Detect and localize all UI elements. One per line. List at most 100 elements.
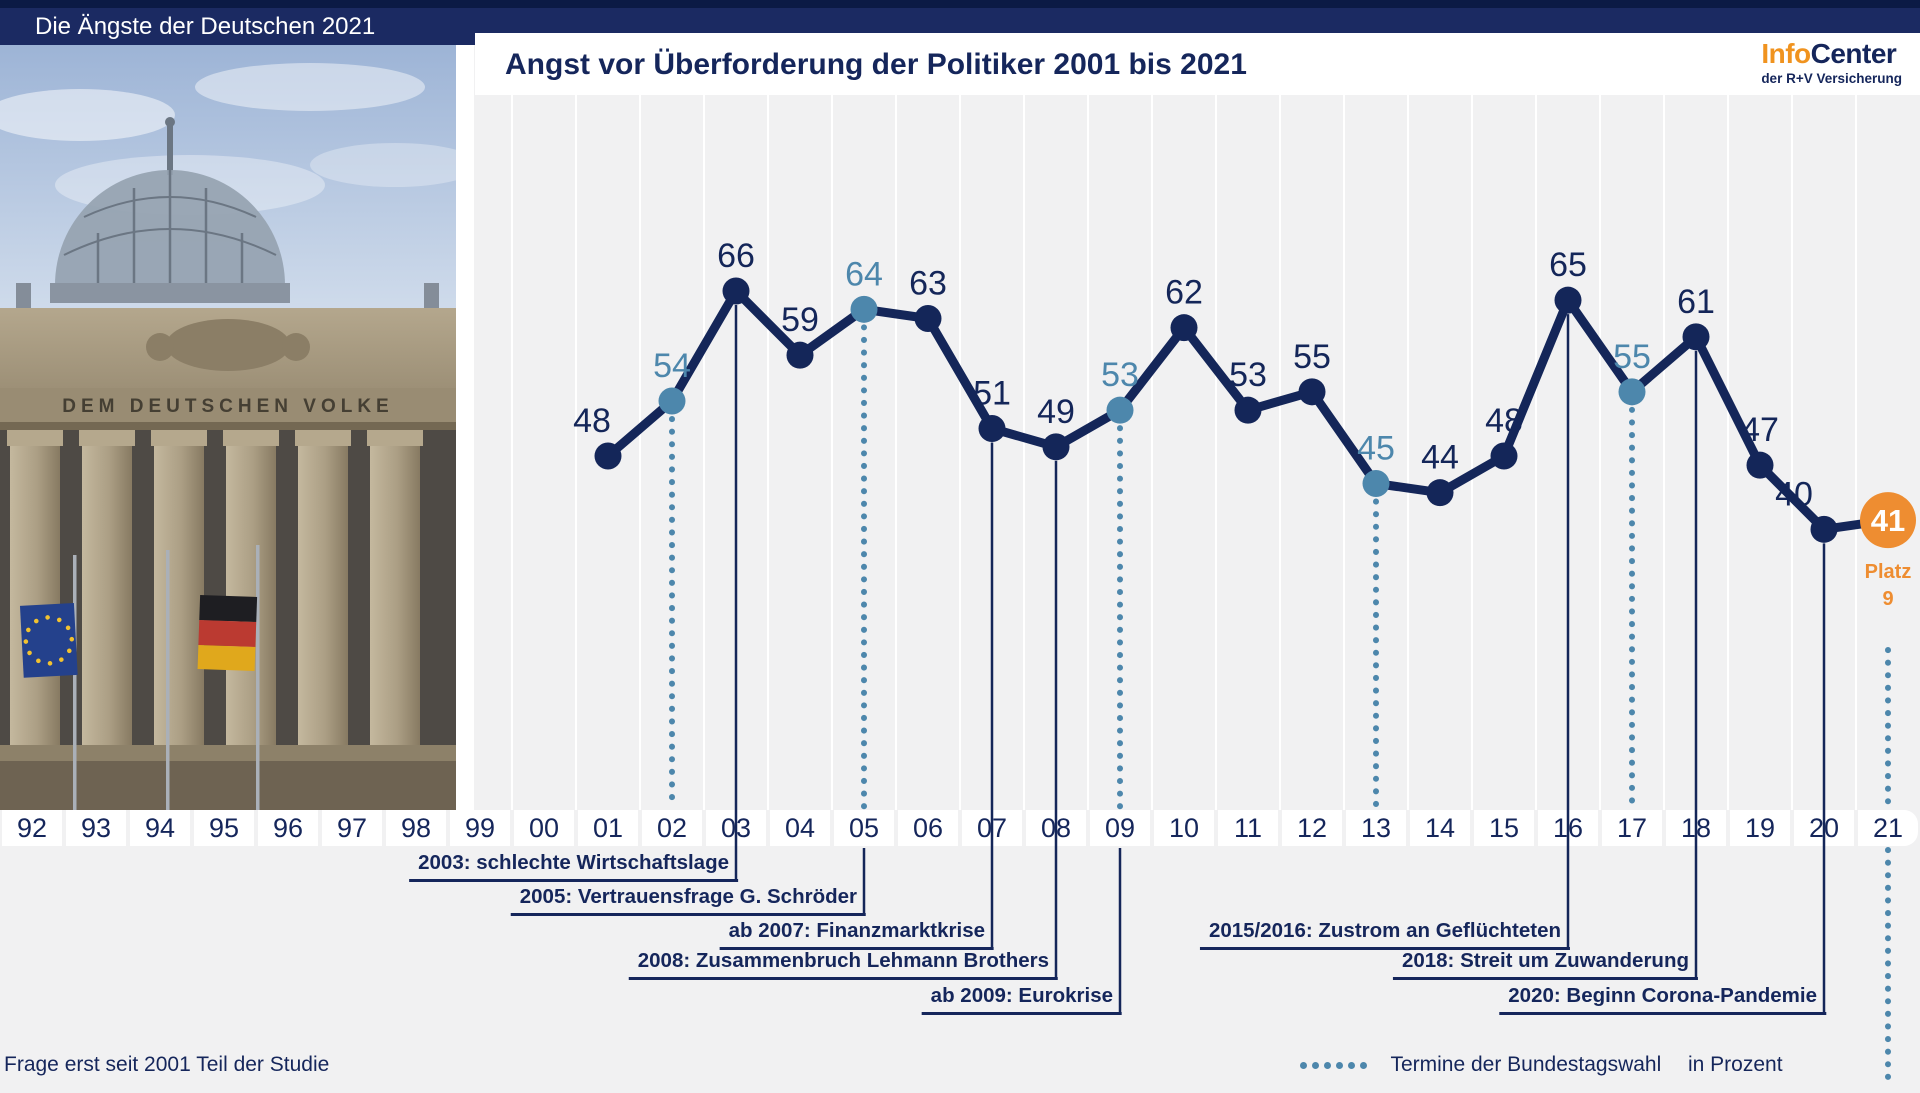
axis-year-label: 13 (1346, 810, 1406, 846)
data-point (1554, 286, 1582, 314)
value-label: 62 (1165, 274, 1203, 312)
value-labels: 48 54 66 59 64 63 51 49 53 62 53 55 45 44 48 65 55 61 47 40 (573, 237, 1813, 513)
flagpole (166, 550, 170, 810)
axis-year-label: 98 (386, 810, 446, 846)
value-label: 40 (1775, 475, 1813, 513)
value-label: 66 (717, 237, 755, 275)
columns (7, 430, 423, 746)
axis-year-label: 96 (258, 810, 318, 846)
x-axis: 92 93 94 95 96 97 98 99 00 01 02 03 04 05 06 07 08 09 10 11… (0, 810, 1920, 846)
dome-ribs (96, 170, 244, 285)
axis-year-label: 00 (514, 810, 574, 846)
annotation-label: 2020: Beginn Corona-Pandemie (1499, 984, 1826, 1015)
cloud (0, 89, 175, 141)
value-label: 54 (653, 347, 691, 385)
axis-year-label: 11 (1218, 810, 1278, 846)
cloud (310, 143, 456, 187)
data-point (1490, 442, 1518, 470)
rank-label: 9 (1882, 588, 1893, 610)
footnote: Frage erst seit 2001 Teil der Studie (4, 1053, 330, 1076)
axis-year-label: 14 (1410, 810, 1470, 846)
final-point-highlight: 41 Platz 9 (1860, 492, 1916, 610)
annotation-label: ab 2009: Eurokrise (921, 984, 1122, 1015)
data-point (658, 387, 686, 415)
axis-year-label: 01 (578, 810, 638, 846)
value-label: 65 (1549, 246, 1587, 284)
value-label: 47 (1741, 411, 1779, 449)
axis-year-label: 06 (898, 810, 958, 846)
axis-year-label: 19 (1730, 810, 1790, 846)
data-point (1042, 433, 1070, 461)
top-strip (0, 0, 1920, 8)
cloud (195, 63, 425, 111)
axis-year-label: 20 (1794, 810, 1854, 846)
annotation-label: 2015/2016: Zustrom an Geflüchteten (1199, 919, 1570, 950)
axis-year-label: 10 (1154, 810, 1214, 846)
data-point (1106, 396, 1134, 424)
data-line (603, 286, 1893, 534)
data-points (594, 277, 1838, 543)
final-value-label: 41 (1871, 503, 1905, 538)
annotation-label: 2018: Streit um Zuwanderung (1392, 949, 1698, 980)
axis-year-label: 04 (770, 810, 830, 846)
data-point (1682, 323, 1710, 351)
logo-part-center: Center (1810, 38, 1897, 69)
german-flag (197, 595, 258, 671)
data-point (978, 414, 1006, 442)
flagpole (73, 555, 77, 810)
data-point (1746, 451, 1774, 479)
axis-year-label: 93 (66, 810, 126, 846)
page-title: Angst vor Überforderung der Politiker 20… (505, 48, 1247, 81)
annotation-connectors (734, 304, 1826, 1014)
report-banner-title: Die Ängste der Deutschen 2021 (35, 13, 376, 40)
inscription-band (0, 388, 456, 422)
rank-label: Platz (1865, 561, 1912, 583)
value-label: 55 (1293, 338, 1331, 376)
data-point (1810, 515, 1838, 543)
data-point (786, 341, 814, 369)
annotation-label: ab 2007: Finanzmarktkrise (719, 919, 994, 950)
value-label: 49 (1037, 393, 1075, 431)
axis-year-label: 17 (1602, 810, 1662, 846)
value-label: 53 (1101, 356, 1139, 394)
axis-year-label: 08 (1026, 810, 1086, 846)
axis-year-label: 05 (834, 810, 894, 846)
header-panel: Angst vor Überforderung der Politiker 20… (475, 33, 1920, 95)
value-label: 48 (1485, 402, 1523, 440)
data-point (722, 277, 750, 305)
axis-year-label: 92 (2, 810, 62, 846)
value-label: 64 (845, 255, 883, 293)
annotation-label: 2003: schlechte Wirtschaftslage (409, 851, 738, 882)
axis-year-label: 12 (1282, 810, 1342, 846)
value-label: 55 (1613, 338, 1651, 376)
reichstag-photo: DEM DEUTSCHEN VOLKE (0, 45, 456, 810)
data-point (914, 304, 942, 332)
axis-year-label: 16 (1538, 810, 1598, 846)
axis-year-label: 99 (450, 810, 510, 846)
infocenter-logo: InfoCenter der R+V Versicherung (1761, 40, 1902, 86)
flagpole (256, 545, 260, 810)
dome-base (50, 283, 290, 303)
axis-year-label: 07 (962, 810, 1022, 846)
value-label: 48 (573, 402, 611, 440)
value-label: 53 (1229, 356, 1267, 394)
eu-flag (19, 603, 78, 678)
annotation-label: 2005: Vertrauensfrage G. Schröder (510, 885, 866, 916)
dome-finial (165, 117, 175, 127)
base-step (0, 745, 456, 761)
dome-spire (167, 125, 173, 175)
value-label: 44 (1421, 439, 1459, 477)
base (0, 761, 456, 810)
dotted-line-legend-icon (1300, 1050, 1372, 1080)
roof-statue (424, 283, 439, 310)
data-point (594, 442, 622, 470)
data-point (1618, 378, 1646, 406)
unit-label: in Prozent (1688, 1053, 1783, 1076)
relief-figure (282, 333, 310, 361)
value-label: 63 (909, 264, 947, 302)
logo-subtitle: der R+V Versicherung (1761, 71, 1902, 86)
legend-label: Termine der Bundestagswahl (1390, 1053, 1662, 1076)
axis-year-label: 15 (1474, 810, 1534, 846)
value-label: 59 (781, 301, 819, 339)
dome-rings (63, 196, 277, 256)
